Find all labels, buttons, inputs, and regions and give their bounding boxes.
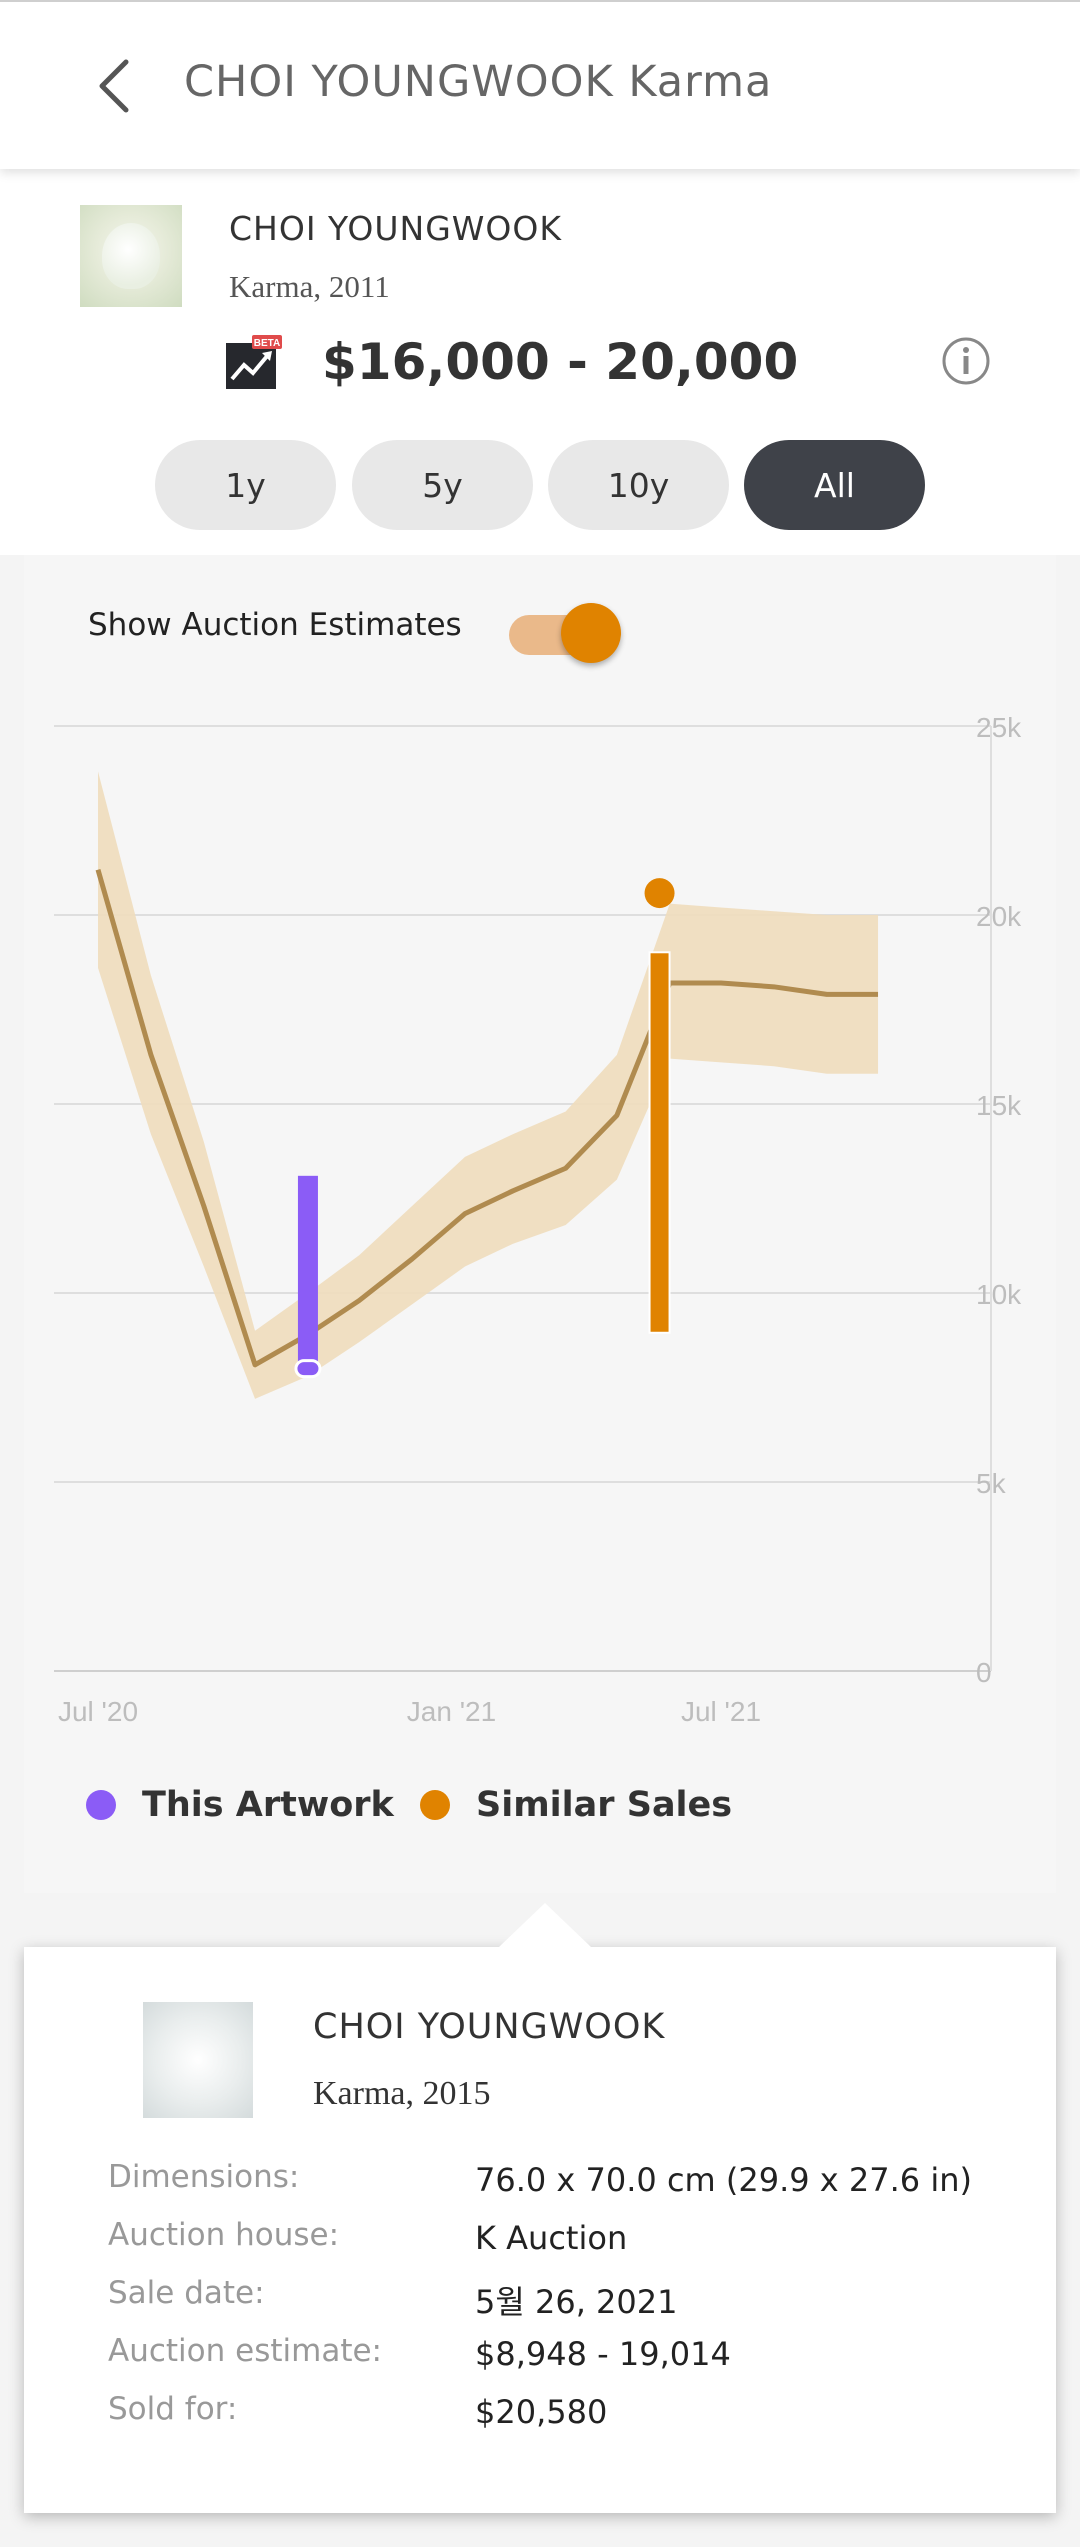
y-tick-label: 0 bbox=[976, 1657, 992, 1688]
back-arrow-icon[interactable] bbox=[90, 54, 140, 118]
detail-label: Sale date: bbox=[108, 2275, 265, 2311]
price-range: $16,000 - 20,000 bbox=[322, 333, 799, 391]
sale-subtitle: Karma, 2015 bbox=[313, 2075, 491, 2112]
top-bar: CHOI YOUNGWOOK Karma bbox=[0, 0, 1080, 169]
price-trend-icon: BETA bbox=[226, 335, 282, 389]
detail-value: $20,580 bbox=[475, 2393, 608, 2431]
detail-label: Dimensions: bbox=[108, 2159, 300, 2195]
trend-line bbox=[95, 868, 879, 1368]
y-tick-label: 15k bbox=[976, 1090, 1022, 1121]
x-tick-label: Jan '21 bbox=[407, 1696, 496, 1727]
auction-estimates-label: Show Auction Estimates bbox=[88, 607, 462, 643]
beta-badge: BETA bbox=[254, 338, 280, 349]
artwork-thumbnail[interactable] bbox=[80, 205, 182, 307]
detail-row-sale-date: Sale date: 5월 26, 2021 bbox=[108, 2275, 1028, 2321]
tab-10y[interactable]: 10y bbox=[548, 440, 729, 530]
detail-label: Auction house: bbox=[108, 2217, 340, 2253]
sale-thumbnail[interactable] bbox=[143, 2002, 253, 2118]
legend-this-artwork: This Artwork bbox=[86, 1785, 394, 1825]
tab-1y[interactable]: 1y bbox=[155, 440, 336, 530]
artist-name: CHOI YOUNGWOOK bbox=[229, 209, 563, 248]
similar-sale-estimate-bar bbox=[648, 951, 671, 1334]
detail-row-dimensions: Dimensions: 76.0 x 70.0 cm (29.9 x 27.6 … bbox=[108, 2159, 1028, 2205]
legend-dot-this-artwork bbox=[86, 1790, 116, 1820]
detail-row-auction-estimate: Auction estimate: $8,948 - 19,014 bbox=[108, 2333, 1028, 2379]
artwork-subtitle: Karma, 2011 bbox=[229, 269, 390, 304]
legend-label-similar-sales: Similar Sales bbox=[476, 1785, 733, 1825]
x-tick-label: Jul '20 bbox=[58, 1696, 138, 1727]
detail-row-sold-for: Sold for: $20,580 bbox=[108, 2391, 1028, 2437]
detail-row-auction-house: Auction house: K Auction bbox=[108, 2217, 1028, 2263]
x-tick-label: Jul '21 bbox=[681, 1696, 761, 1727]
y-tick-label: 20k bbox=[976, 901, 1022, 932]
detail-label: Auction estimate: bbox=[108, 2333, 382, 2369]
legend-label-this-artwork: This Artwork bbox=[142, 1785, 394, 1825]
sale-detail-card: CHOI YOUNGWOOK Karma, 2015 Dimensions: 7… bbox=[24, 1903, 1056, 2513]
detail-value: K Auction bbox=[475, 2219, 628, 2257]
detail-label: Sold for: bbox=[108, 2391, 238, 2427]
this-artwork-sale-marker bbox=[294, 1359, 322, 1379]
detail-value: $8,948 - 19,014 bbox=[475, 2335, 731, 2373]
legend-dot-similar-sales bbox=[420, 1790, 450, 1820]
estimate-band bbox=[98, 771, 879, 1399]
this-artwork-estimate-bar bbox=[297, 1175, 318, 1369]
auction-estimates-toggle[interactable] bbox=[509, 599, 631, 669]
detail-value: 5월 26, 2021 bbox=[475, 2283, 678, 2321]
y-tick-label: 10k bbox=[976, 1279, 1022, 1310]
tab-5y[interactable]: 5y bbox=[352, 440, 533, 530]
sale-artist-name: CHOI YOUNGWOOK bbox=[313, 2007, 666, 2047]
price-chart-panel: Show Auction Estimates 0 5k 10k 15k 20k 25k Ju… bbox=[24, 555, 1056, 1893]
similar-sale-point bbox=[644, 878, 675, 909]
detail-pointer bbox=[499, 1903, 591, 1947]
toggle-knob bbox=[561, 603, 621, 663]
page-title: CHOI YOUNGWOOK Karma bbox=[184, 57, 773, 107]
info-icon[interactable] bbox=[940, 335, 992, 387]
legend-similar-sales: Similar Sales bbox=[420, 1785, 732, 1825]
tab-all[interactable]: All bbox=[744, 440, 925, 530]
detail-value: 76.0 x 70.0 cm (29.9 x 27.6 in) bbox=[475, 2161, 972, 2199]
y-tick-label: 25k bbox=[976, 712, 1022, 743]
